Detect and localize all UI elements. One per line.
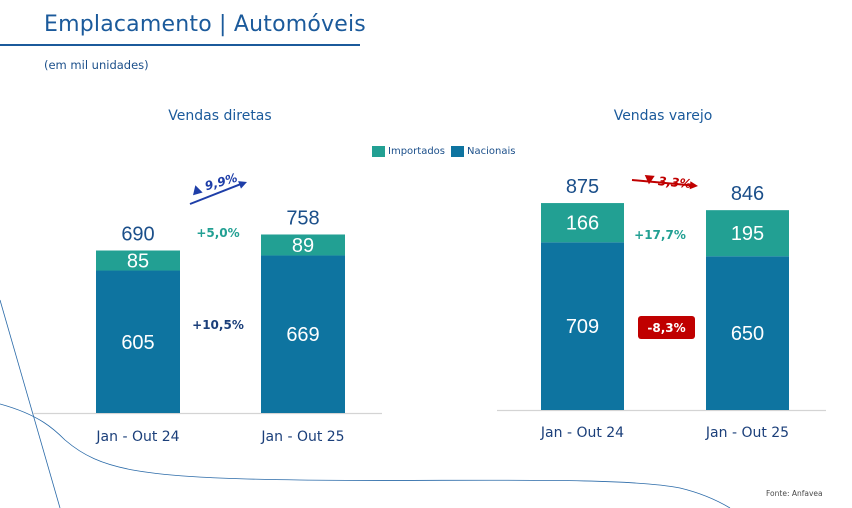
total-change-label-group: 9,9% bbox=[193, 171, 239, 196]
legend-item-nacionais: Nacionais bbox=[451, 146, 515, 157]
legend-swatch-nacionais bbox=[451, 146, 464, 157]
total-change-arrowhead bbox=[689, 181, 698, 190]
total-change-label: 9,9% bbox=[203, 171, 239, 194]
title-underline bbox=[0, 44, 360, 46]
importados-change-label: +17,7% bbox=[634, 228, 686, 242]
legend-label-nacionais: Nacionais bbox=[467, 146, 516, 157]
data-label-nacionais: 605 bbox=[121, 332, 154, 354]
bar-importados bbox=[706, 210, 789, 257]
nacionais-change-badge-varejo: -8,3% bbox=[638, 316, 695, 339]
total-change-label: 3,3% bbox=[658, 174, 692, 191]
source-note: Fonte: Anfavea bbox=[766, 489, 823, 498]
data-label-nacionais: 650 bbox=[731, 323, 764, 345]
chart-legend: Importados Nacionais bbox=[372, 146, 521, 157]
bar-nacionais bbox=[706, 256, 789, 410]
data-label-total: 846 bbox=[731, 183, 764, 205]
bar-nacionais bbox=[261, 255, 345, 413]
x-tick-label: Jan - Out 24 bbox=[540, 425, 624, 441]
chart-title-vendas-varejo: Vendas varejo bbox=[613, 108, 713, 124]
data-label-importados: 195 bbox=[731, 223, 764, 245]
importados-change-label: +5,0% bbox=[196, 226, 239, 240]
total-change-arrowhead bbox=[238, 181, 247, 189]
legend-item-importados: Importados bbox=[372, 146, 445, 157]
triangle-down-icon bbox=[644, 174, 655, 185]
chart-title-vendas-diretas: Vendas diretas bbox=[168, 108, 272, 124]
x-tick-label: Jan - Out 24 bbox=[95, 429, 179, 445]
data-label-nacionais: 709 bbox=[566, 316, 599, 338]
bar-importados bbox=[541, 203, 624, 243]
triangle-up-icon bbox=[193, 185, 203, 196]
nacionais-change-label: +10,5% bbox=[192, 318, 244, 332]
data-label-total: 875 bbox=[566, 176, 599, 198]
bar-nacionais bbox=[96, 270, 180, 413]
bar-nacionais bbox=[541, 242, 624, 410]
legend-label-importados: Importados bbox=[388, 146, 445, 157]
x-tick-label: Jan - Out 25 bbox=[260, 429, 344, 445]
data-label-total: 690 bbox=[121, 224, 154, 246]
data-label-importados: 89 bbox=[292, 235, 314, 257]
x-tick-label: Jan - Out 25 bbox=[705, 425, 789, 441]
data-label-nacionais: 669 bbox=[286, 324, 319, 346]
page-title: Emplacamento | Automóveis bbox=[44, 12, 366, 37]
data-label-total: 758 bbox=[286, 207, 319, 229]
data-label-importados: 85 bbox=[127, 251, 149, 273]
legend-swatch-importados bbox=[372, 146, 385, 157]
data-label-importados: 166 bbox=[566, 213, 599, 235]
bar-importados bbox=[96, 250, 180, 271]
total-change-arrow-line bbox=[631, 179, 695, 187]
bar-importados bbox=[261, 234, 345, 256]
units-subtitle: (em mil unidades) bbox=[44, 58, 149, 72]
total-change-arrow-line bbox=[189, 182, 244, 205]
total-change-label-group: 3,3% bbox=[644, 174, 692, 191]
